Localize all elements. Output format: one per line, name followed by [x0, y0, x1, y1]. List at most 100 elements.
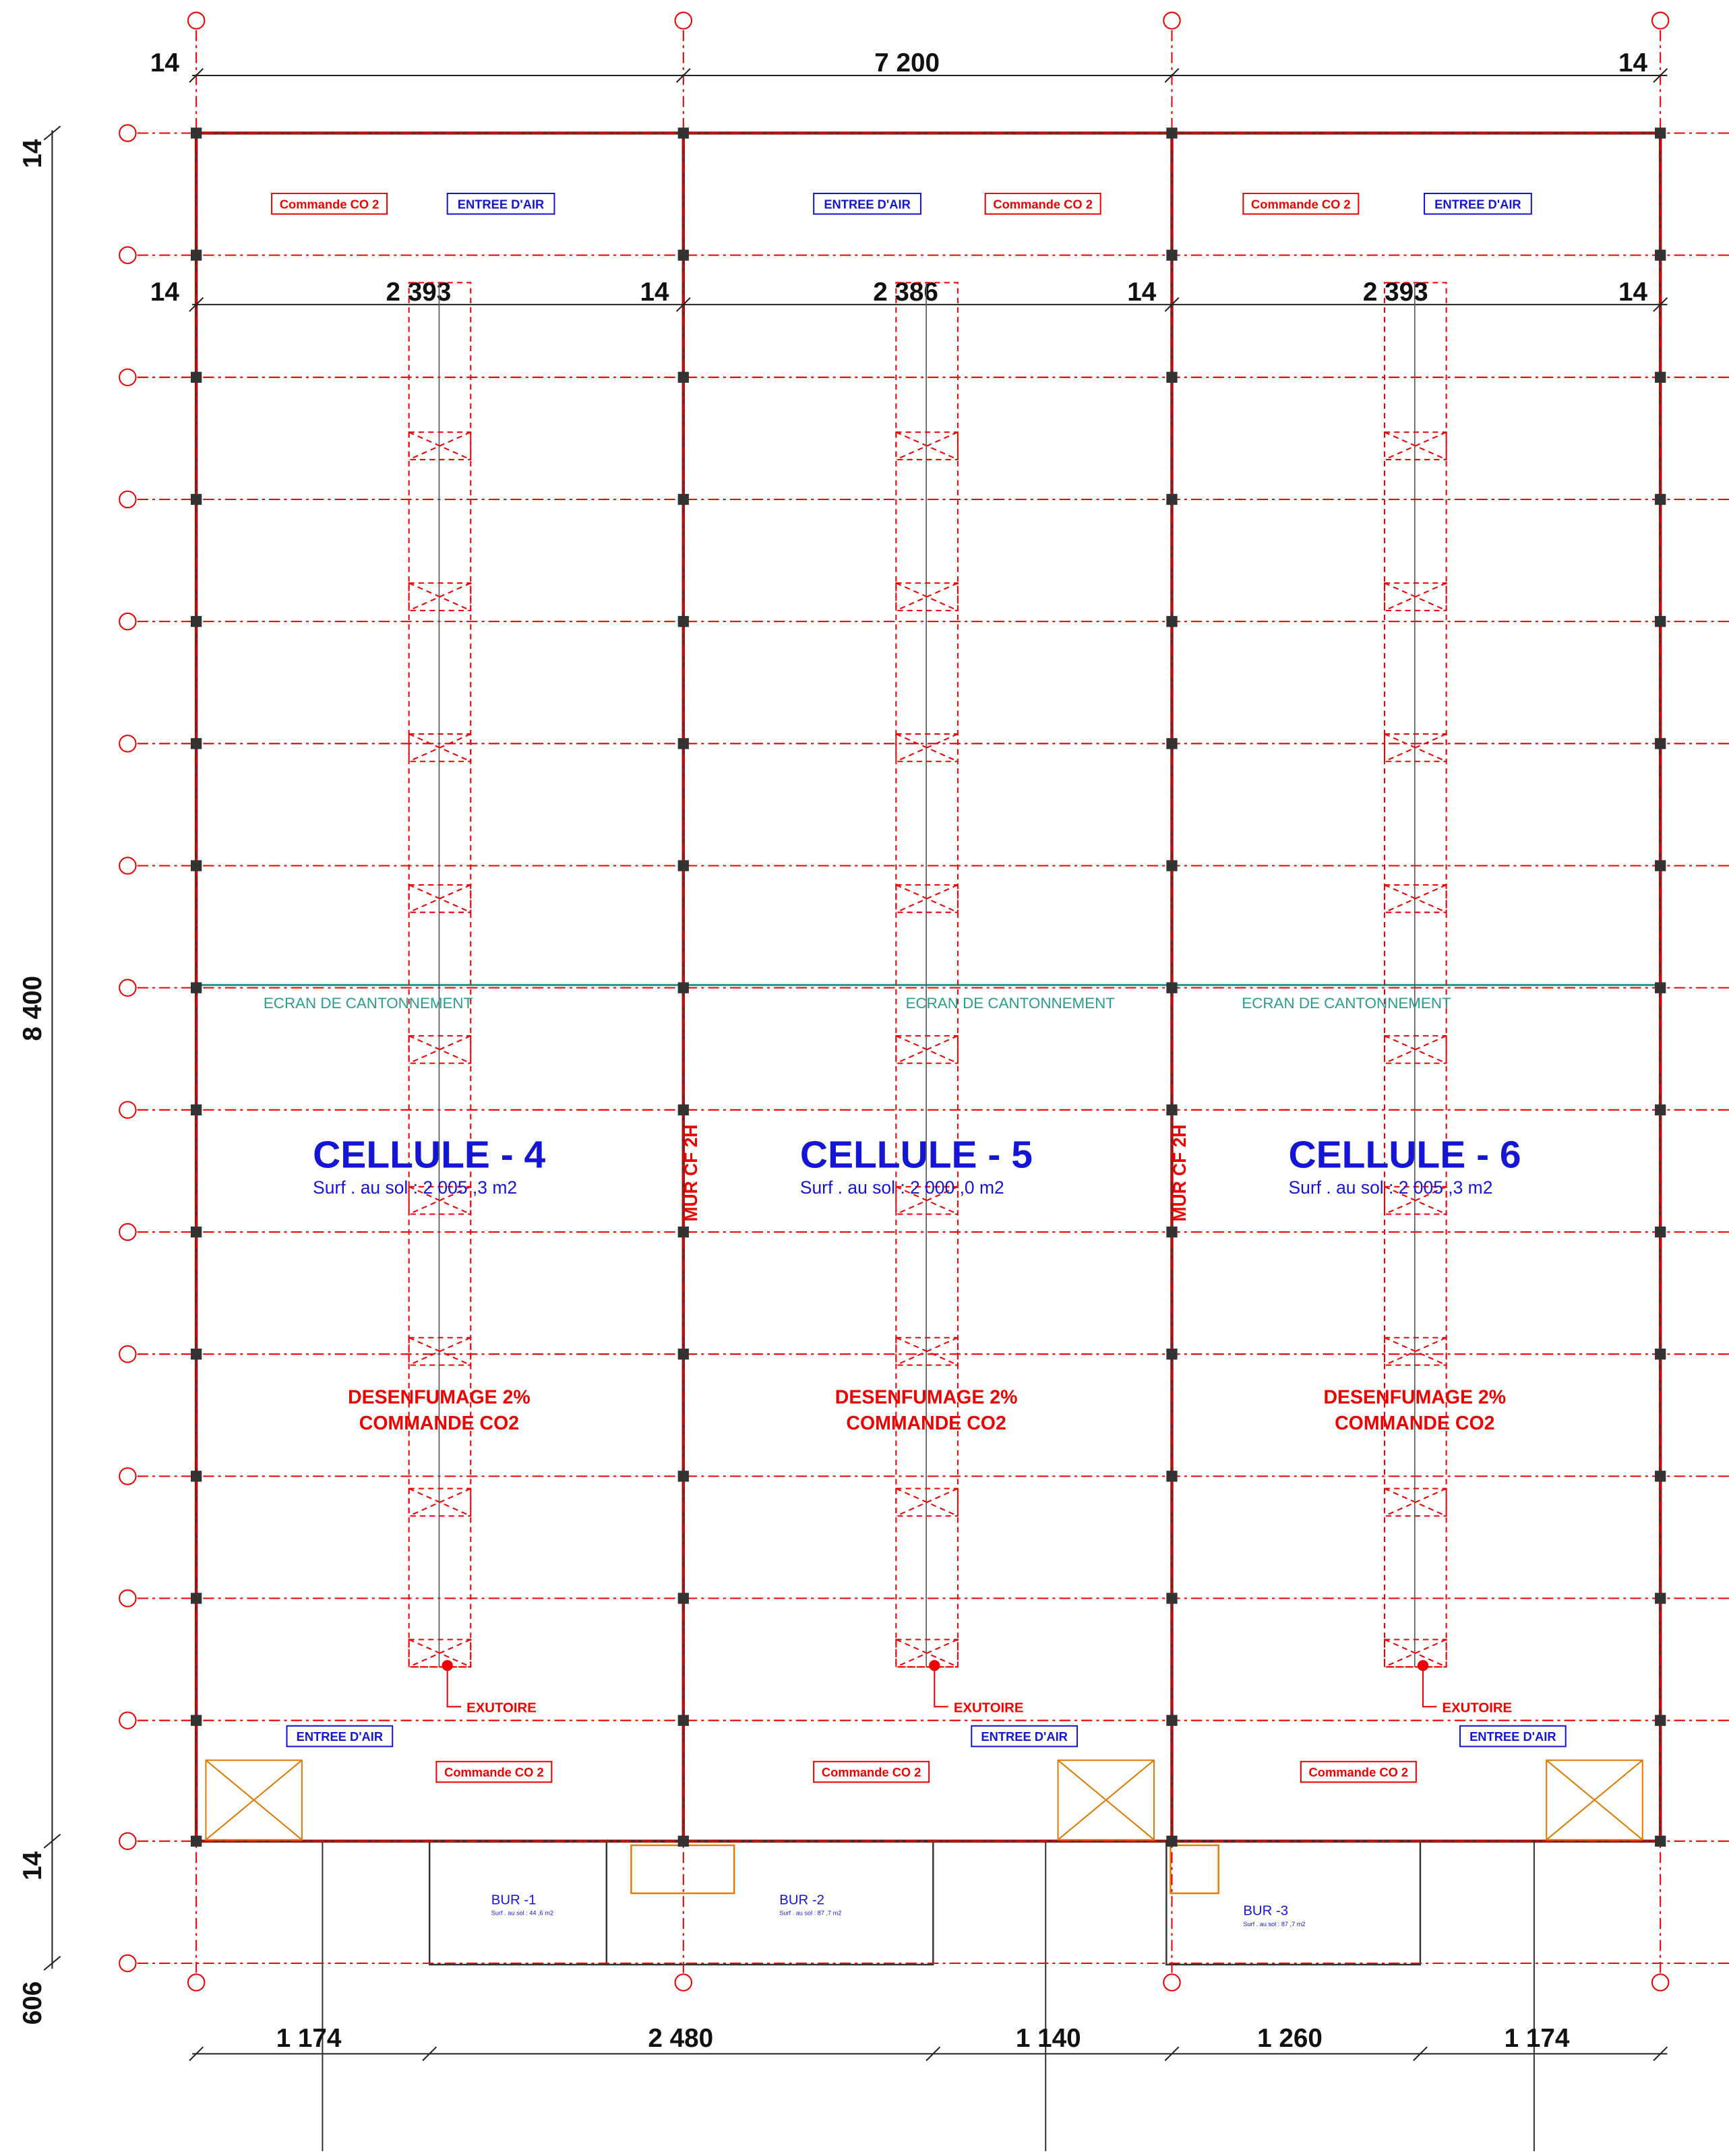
- box-label: ENTREE D'AIR: [824, 197, 910, 211]
- column: [1166, 127, 1178, 139]
- vent-label: EXUTOIRE: [1443, 1700, 1513, 1715]
- dimension-tick: [1164, 68, 1180, 83]
- grid-bubble: [119, 1345, 137, 1363]
- dimension-tick: [43, 125, 61, 141]
- grid-bubble: [119, 246, 137, 264]
- dimension-tick: [189, 297, 204, 312]
- office-name: BUR -1: [491, 1892, 537, 1907]
- dimension-tick: [1164, 297, 1180, 312]
- screen-label: ECRAN DE CANTONNEMENT: [264, 995, 473, 1012]
- box-label: ENTREE D'AIR: [1434, 197, 1521, 211]
- column: [1166, 982, 1178, 993]
- air-inlet: [1546, 1759, 1643, 1841]
- label-box: [1242, 193, 1360, 215]
- vent-cross: [408, 582, 472, 611]
- column: [1655, 738, 1666, 749]
- dimension-text: 14: [150, 278, 179, 307]
- column: [1166, 1349, 1178, 1360]
- office-area: Surf . au sol : 87 ,7 m2: [1243, 1921, 1305, 1928]
- cell-title: CELLULE - 5: [800, 1133, 1033, 1176]
- column: [191, 371, 202, 383]
- dimension-text: 1 174: [276, 2024, 342, 2053]
- column: [1655, 616, 1666, 627]
- dimension-text: 8 400: [18, 976, 47, 1041]
- grid-bubble: [1163, 1973, 1181, 1992]
- dimension-text: 14: [1618, 49, 1647, 78]
- column: [191, 1349, 202, 1360]
- control-label: COMMANDE CO2: [846, 1413, 1006, 1434]
- vent-cross: [408, 1487, 472, 1517]
- column: [191, 982, 202, 993]
- cell-area: Surf . au sol : 2 005 ,3 m2: [1289, 1177, 1493, 1198]
- cell-title: CELLULE - 6: [1289, 1133, 1521, 1176]
- column: [1655, 493, 1666, 505]
- grid-bubble: [187, 1973, 206, 1992]
- vent-cross: [408, 1035, 472, 1064]
- dimension-text: 606: [18, 1981, 47, 2025]
- label-box: [813, 193, 921, 215]
- dimension-text: 1 140: [1016, 2024, 1081, 2053]
- column: [1655, 371, 1666, 383]
- vent-cross: [895, 1336, 959, 1366]
- column: [191, 493, 202, 505]
- column: [1166, 616, 1178, 627]
- box-label: Commande CO 2: [1251, 197, 1351, 211]
- box-label: Commande CO 2: [444, 1765, 544, 1779]
- column: [677, 860, 689, 871]
- vent-label: EXUTOIRE: [466, 1700, 537, 1715]
- label-box: [971, 1725, 1079, 1748]
- label-box: [1424, 193, 1532, 215]
- pillars: [322, 1841, 1535, 2151]
- dimension-tick: [43, 1833, 61, 1849]
- smoke-vent-zone: [408, 282, 472, 1668]
- dimension-tick: [189, 2046, 204, 2062]
- column: [677, 1593, 689, 1604]
- label-box: [1459, 1725, 1567, 1748]
- box-label: Commande CO 2: [822, 1765, 921, 1779]
- column: [1166, 371, 1178, 383]
- cell-area: Surf . au sol : 2 005 ,3 m2: [313, 1177, 517, 1198]
- column: [1655, 860, 1666, 871]
- box-label: Commande CO 2: [993, 197, 1093, 211]
- column: [191, 1715, 202, 1726]
- dimension-text: 14: [18, 1851, 47, 1880]
- grid-bubble: [119, 1954, 137, 1973]
- column: [677, 738, 689, 749]
- label-box: [1300, 1760, 1417, 1783]
- column: [677, 982, 689, 993]
- column: [677, 1715, 689, 1726]
- column: [191, 738, 202, 749]
- dimension-tick: [926, 2046, 941, 2062]
- dimension-text: 14: [1618, 278, 1647, 307]
- grid-bubble: [119, 368, 137, 387]
- column: [191, 1226, 202, 1238]
- dimension-tick: [189, 68, 204, 83]
- vent-cross: [408, 884, 472, 913]
- dimension-text: 7 200: [874, 49, 940, 78]
- label-box: [984, 193, 1101, 215]
- office-area: Surf . au sol : 87 ,7 m2: [779, 1910, 841, 1917]
- dimension-tick: [675, 297, 691, 312]
- air-inlet-cross: [205, 1759, 303, 1841]
- grid-bubble: [119, 124, 137, 142]
- column: [677, 127, 689, 139]
- grid-bubble: [119, 1101, 137, 1119]
- dimension-tick: [675, 68, 691, 83]
- grid-bubble: [119, 979, 137, 997]
- column: [1655, 1226, 1666, 1238]
- box-label: ENTREE D'AIR: [981, 1729, 1067, 1744]
- column: [1166, 1715, 1178, 1726]
- column: [677, 1104, 689, 1115]
- grid-bubble: [1163, 11, 1181, 30]
- vent-cross: [895, 1185, 959, 1215]
- vent-cross: [895, 884, 959, 913]
- cell-title: CELLULE - 4: [313, 1133, 545, 1176]
- cell-area: Surf . au sol : 2 000 ,0 m2: [800, 1177, 1004, 1198]
- dimension-text: 2 386: [873, 278, 938, 307]
- vent-cross: [895, 582, 959, 611]
- vent-cross: [1383, 1487, 1447, 1517]
- column: [1655, 249, 1666, 261]
- vent-cross: [895, 1638, 959, 1668]
- air-inlet: [1057, 1759, 1155, 1841]
- grid-bubble: [674, 11, 693, 30]
